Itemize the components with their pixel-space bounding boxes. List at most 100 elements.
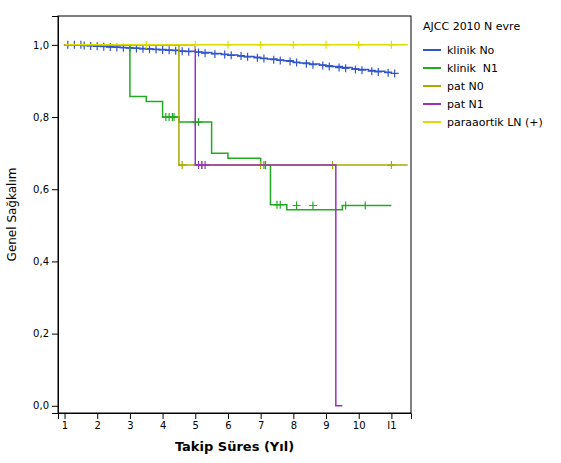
- legend-label: pat N0: [447, 80, 484, 93]
- censor-mark: [170, 113, 178, 121]
- y-tick: 0,8: [33, 112, 58, 123]
- series: [65, 45, 392, 210]
- x-tick-mark: [293, 413, 294, 419]
- series: [64, 41, 399, 78]
- x-tick-label: 5: [193, 420, 199, 431]
- y-tick-mark: [52, 189, 58, 190]
- y-tick: 0,2: [33, 328, 58, 339]
- x-tick-mark: [359, 413, 360, 419]
- x-tick-mark: [97, 413, 98, 419]
- censor-mark: [335, 64, 343, 72]
- x-tick: 4: [160, 413, 166, 431]
- y-tick-label: 0,2: [33, 328, 49, 339]
- x-tick-label: 7: [258, 420, 264, 431]
- censor-mark: [355, 41, 363, 49]
- legend-label: klinik No: [447, 44, 495, 57]
- censor-mark: [342, 201, 350, 209]
- x-axis: 1 2 3 4 5 6 7 8 9 10 I1: [59, 413, 412, 431]
- censor-mark: [270, 56, 278, 64]
- y-tick-label: 0,8: [33, 112, 49, 123]
- legend-label: paraaortik LN (+): [447, 116, 543, 129]
- x-tick-label: 1: [62, 420, 68, 431]
- x-tick-mark: [228, 413, 229, 419]
- censor-mark: [253, 54, 261, 62]
- censor-mark: [201, 161, 209, 169]
- x-tick-mark: [261, 413, 262, 419]
- censor-mark: [309, 201, 317, 209]
- censor-mark: [224, 41, 232, 49]
- censor-mark: [387, 41, 395, 49]
- censor-mark: [227, 51, 235, 59]
- x-tick: 8: [291, 413, 297, 431]
- survival-line: [65, 45, 392, 73]
- y-tick-label: 1,0: [33, 40, 49, 51]
- y-tick-mark: [52, 261, 58, 262]
- censor-mark: [244, 53, 252, 61]
- x-tick: 6: [225, 413, 231, 431]
- censor-mark: [201, 49, 209, 57]
- y-tick-label: 0,0: [33, 400, 49, 411]
- legend: AJCC 2010 N evreklinik Noklinik N1pat N0…: [423, 20, 543, 129]
- censor-mark: [185, 48, 193, 56]
- censor-mark: [293, 59, 301, 67]
- y-tick: 0,4: [33, 256, 58, 267]
- censor-mark: [302, 60, 310, 68]
- y-tick: 1,0: [33, 40, 58, 51]
- censor-mark: [387, 161, 395, 169]
- censor-mark: [289, 41, 297, 49]
- censor-mark: [391, 69, 399, 77]
- x-tick-mark: [163, 413, 164, 419]
- y-tick-label: 0,6: [33, 184, 49, 195]
- survival-line: [65, 45, 343, 406]
- censor-mark: [276, 201, 284, 209]
- y-axis: 0,0 0,2 0,4 0,6 0,8 1,0: [33, 17, 58, 414]
- censor-mark: [361, 201, 369, 209]
- y-tick-label: 0,4: [33, 256, 49, 267]
- x-tick-label: 10: [353, 420, 366, 431]
- x-tick: I1: [387, 413, 396, 431]
- legend-swatch: [423, 49, 441, 51]
- censor-mark: [237, 52, 245, 60]
- censor-mark: [286, 57, 294, 65]
- x-tick-mark: [391, 413, 392, 419]
- x-tick-label: 9: [323, 420, 329, 431]
- x-tick: 9: [323, 413, 329, 431]
- x-tick: 2: [95, 413, 101, 431]
- censor-mark: [325, 63, 333, 71]
- x-tick-label: 3: [127, 420, 133, 431]
- censor-mark: [322, 41, 330, 49]
- y-tick-mark: [52, 117, 58, 118]
- censor-mark: [257, 41, 265, 49]
- y-tick-mark: [52, 406, 58, 407]
- survival-line: [65, 45, 392, 210]
- x-axis-line: [59, 414, 412, 420]
- series: [65, 41, 408, 49]
- legend-swatch: [423, 121, 441, 123]
- censor-mark: [142, 41, 150, 49]
- censor-mark: [309, 61, 317, 69]
- censor-mark: [358, 66, 366, 74]
- censor-mark: [374, 68, 382, 76]
- x-tick-mark: [65, 413, 66, 419]
- x-tick: 3: [127, 413, 133, 431]
- censor-mark: [368, 67, 376, 75]
- censor-mark: [293, 201, 301, 209]
- series: [65, 45, 408, 169]
- censor-mark: [211, 50, 219, 58]
- censor-mark: [276, 56, 284, 64]
- x-tick-mark: [195, 413, 196, 419]
- x-tick-mark: [130, 413, 131, 419]
- censor-mark: [319, 61, 327, 69]
- series: [65, 45, 343, 406]
- censor-mark: [178, 161, 186, 169]
- censor-mark: [221, 51, 229, 59]
- y-tick-mark: [52, 334, 58, 335]
- x-tick-label: 6: [225, 420, 231, 431]
- censor-mark: [384, 69, 392, 77]
- x-axis-title: Takip Süres (Yıl): [175, 439, 294, 454]
- survival-line: [65, 45, 408, 165]
- censor-mark: [191, 41, 199, 49]
- legend-swatch: [423, 103, 441, 105]
- legend-label: pat N1: [447, 98, 484, 111]
- x-tick-mark: [326, 413, 327, 419]
